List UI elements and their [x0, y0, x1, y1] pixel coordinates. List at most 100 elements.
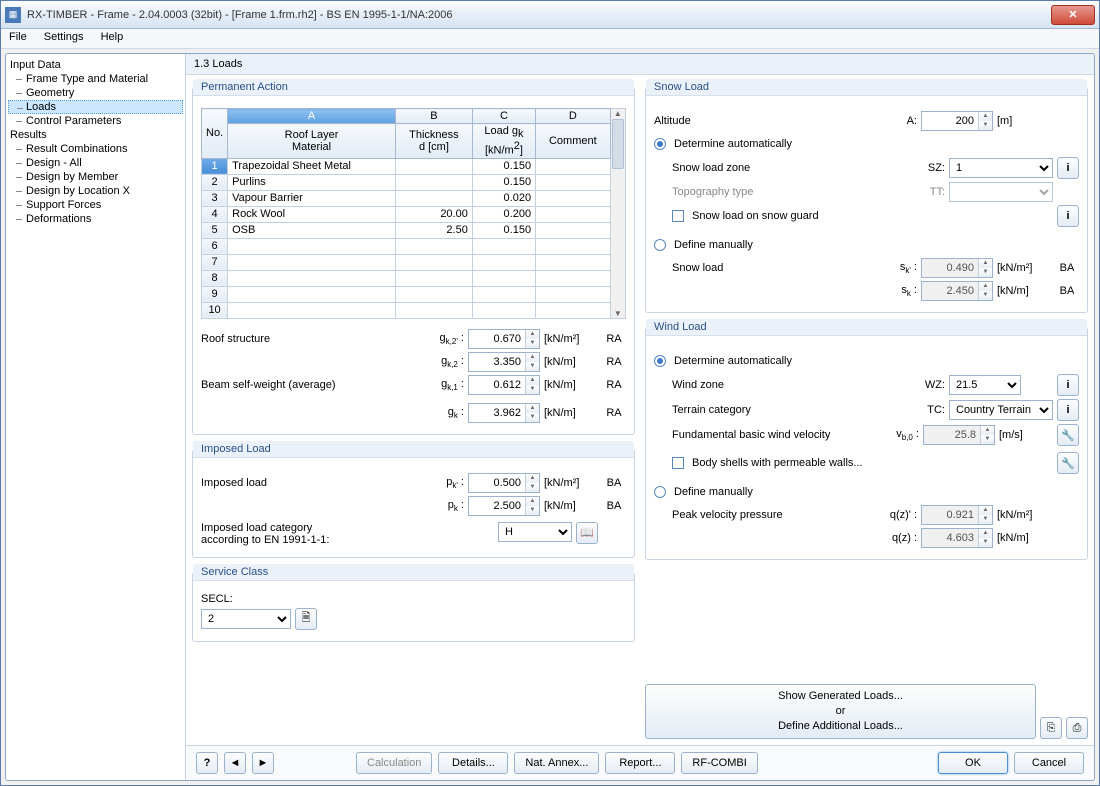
pkp-input[interactable]: ▲▼ [468, 473, 540, 493]
table-row[interactable]: 8 [202, 270, 611, 286]
snow-auto-label: Determine automatically [674, 138, 792, 150]
snow-auto-radio[interactable] [654, 138, 666, 150]
help-button[interactable]: ? [196, 752, 218, 774]
left-column: Permanent Action No. A B C D Roof [192, 79, 635, 745]
tree-results[interactable]: Results [8, 128, 183, 142]
content: Input Data Frame Type and Material Geome… [5, 53, 1095, 781]
report-button[interactable]: Report... [605, 752, 675, 774]
rf-combi-button[interactable]: RF-COMBI [681, 752, 757, 774]
col-d[interactable]: D [536, 109, 610, 124]
snow-guard-info-button[interactable]: i [1057, 205, 1079, 227]
tree-design-by-member[interactable]: Design by Member [8, 170, 183, 184]
next-button[interactable]: ► [252, 752, 274, 774]
close-button[interactable]: ✕ [1051, 5, 1095, 25]
imposed-category-label: Imposed load category according to EN 19… [201, 522, 454, 546]
velocity-label: Fundamental basic wind velocity [672, 429, 879, 441]
gk-input[interactable]: ▲▼ [468, 403, 540, 423]
app-window: ▦ RX-TIMBER - Frame - 2.04.0003 (32bit) … [0, 0, 1100, 786]
gk2-input[interactable]: ▲▼ [468, 352, 540, 372]
tree-design-by-location[interactable]: Design by Location X [8, 184, 183, 198]
gk2p-input[interactable]: ▲▼ [468, 329, 540, 349]
terrain-info-button[interactable]: i [1057, 399, 1079, 421]
table-scrollbar[interactable]: ▲▼ [611, 108, 626, 319]
snow-guard-label: Snow load on snow guard [692, 210, 1053, 222]
imposed-load-legend: Imposed Load [193, 441, 634, 458]
table-row[interactable]: 4Rock Wool20.000.200 [202, 206, 611, 222]
table-row[interactable]: 10 [202, 302, 611, 318]
snow-zone-info-button[interactable]: i [1057, 157, 1079, 179]
table-row[interactable]: 9 [202, 286, 611, 302]
wind-auto-radio[interactable] [654, 355, 666, 367]
body-shells-check[interactable] [672, 457, 684, 469]
tree-frame-type[interactable]: Frame Type and Material [8, 72, 183, 86]
topography-select [949, 182, 1053, 202]
wind-load-group: Wind Load Determine automatically Wind z… [645, 319, 1088, 560]
qzp-input: ▲▼ [921, 505, 993, 525]
paste-icon-button[interactable]: ⎙ [1066, 717, 1088, 739]
wind-zone-info-button[interactable]: i [1057, 374, 1079, 396]
prev-button[interactable]: ◄ [224, 752, 246, 774]
tree-result-combinations[interactable]: Result Combinations [8, 142, 183, 156]
wind-load-legend: Wind Load [646, 319, 1087, 336]
roof-structure-label: Roof structure [201, 333, 424, 345]
main-panel: 1.3 Loads Permanent Action No. A B C [186, 54, 1094, 780]
unit-knm2: [kN/m²] [544, 333, 598, 345]
tree-geometry[interactable]: Geometry [8, 86, 183, 100]
menu-settings[interactable]: Settings [44, 31, 84, 43]
altitude-sym: A: [881, 115, 917, 127]
velocity-tool-button[interactable]: 🔧 [1057, 424, 1079, 446]
tree-loads[interactable]: Loads [8, 100, 183, 114]
nav-tree: Input Data Frame Type and Material Geome… [6, 54, 186, 780]
footer: ? ◄ ► Calculation Details... Nat. Annex.… [186, 745, 1094, 780]
generated-loads-button[interactable]: Show Generated Loads...orDefine Addition… [645, 684, 1036, 739]
roof-layer-table[interactable]: No. A B C D Roof LayerMaterial Thickness… [201, 108, 611, 319]
copy-icon-button[interactable]: ⎘ [1040, 717, 1062, 739]
ok-button[interactable]: OK [938, 752, 1008, 774]
table-row[interactable]: 3Vapour Barrier0.020 [202, 190, 611, 206]
details-button[interactable]: Details... [438, 752, 508, 774]
tree-support-forces[interactable]: Support Forces [8, 198, 183, 212]
snow-guard-check[interactable] [672, 210, 684, 222]
window-title: RX-TIMBER - Frame - 2.04.0003 (32bit) - … [27, 9, 1051, 21]
sym-qzp: q(z)' : [881, 509, 917, 521]
table-row[interactable]: 5OSB2.500.150 [202, 222, 611, 238]
altitude-input[interactable]: ▲▼ [921, 111, 993, 131]
terrain-select[interactable]: Country Terrain [949, 400, 1053, 420]
category-library-button[interactable]: 📖 [576, 522, 598, 544]
snow-manual-radio[interactable] [654, 239, 666, 251]
nat-annex-button[interactable]: Nat. Annex... [514, 752, 599, 774]
cancel-button[interactable]: Cancel [1014, 752, 1084, 774]
menu-help[interactable]: Help [101, 31, 124, 43]
imposed-category-select[interactable]: H [498, 522, 572, 542]
snow-manual-label: Define manually [674, 239, 753, 251]
body-shells-label: Body shells with permeable walls... [692, 457, 1053, 469]
table-row[interactable]: 6 [202, 238, 611, 254]
calculation-button[interactable]: Calculation [356, 752, 432, 774]
gk1-input[interactable]: ▲▼ [468, 375, 540, 395]
col-b[interactable]: B [395, 109, 472, 124]
snow-zone-select[interactable]: 1 [949, 158, 1053, 178]
wind-manual-label: Define manually [674, 486, 753, 498]
beam-self-label: Beam self-weight (average) [201, 379, 424, 391]
body-shells-tool-button[interactable]: 🔧 [1057, 452, 1079, 474]
snow-load-group: Snow Load Altitude A: ▲▼ [m] Determine a… [645, 79, 1088, 313]
col-c[interactable]: C [472, 109, 535, 124]
skp-input: ▲▼ [921, 258, 993, 278]
secl-select[interactable]: 2 [201, 609, 291, 629]
tree-input-data[interactable]: Input Data [8, 58, 183, 72]
table-row[interactable]: 1Trapezoidal Sheet Metal0.150 [202, 158, 611, 174]
tree-deformations[interactable]: Deformations [8, 212, 183, 226]
col-a[interactable]: A [228, 109, 396, 124]
wind-manual-radio[interactable] [654, 486, 666, 498]
menu-file[interactable]: File [9, 31, 27, 43]
wind-zone-select[interactable]: 21.5 [949, 375, 1021, 395]
secl-label: SECL: [201, 593, 626, 605]
sym-skp: sk' : [881, 261, 917, 275]
pk-input[interactable]: ▲▼ [468, 496, 540, 516]
terrain-label: Terrain category [672, 404, 905, 416]
table-row[interactable]: 2Purlins0.150 [202, 174, 611, 190]
secl-info-button[interactable]: 🗎 [295, 608, 317, 630]
tree-design-all[interactable]: Design - All [8, 156, 183, 170]
table-row[interactable]: 7 [202, 254, 611, 270]
tree-control-parameters[interactable]: Control Parameters [8, 114, 183, 128]
